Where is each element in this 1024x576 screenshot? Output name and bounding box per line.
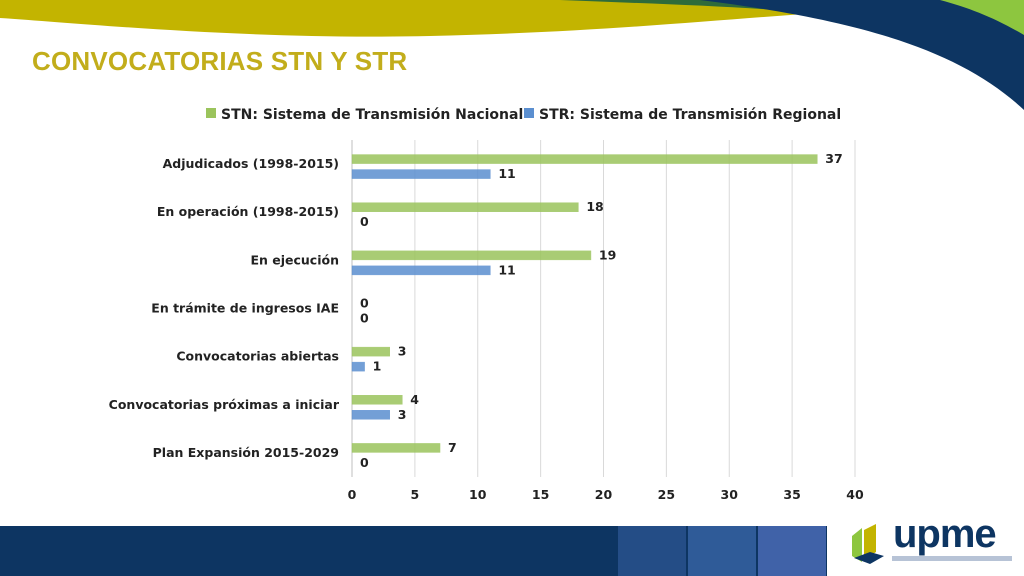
data-label-stn: 4 bbox=[410, 392, 419, 407]
logo-subtitle-line bbox=[892, 556, 1012, 561]
data-label-str: 3 bbox=[398, 407, 407, 422]
bar-str bbox=[351, 265, 491, 276]
data-label-str: 0 bbox=[360, 311, 369, 326]
bar-stn bbox=[351, 443, 441, 453]
x-tick-label: 10 bbox=[469, 487, 487, 502]
data-label-stn: 3 bbox=[398, 344, 407, 359]
bar-stn bbox=[351, 202, 579, 212]
x-tick-label: 40 bbox=[846, 487, 864, 502]
x-tick-label: 5 bbox=[411, 487, 420, 502]
header-lime-swoosh bbox=[940, 0, 1024, 35]
slide-title: CONVOCATORIAS STN Y STR bbox=[32, 46, 408, 76]
legend-swatch-stn bbox=[206, 108, 216, 118]
category-label: En operación (1998-2015) bbox=[157, 204, 339, 219]
legend-label-stn: STN: Sistema de Transmisión Nacional bbox=[221, 107, 523, 123]
data-label-stn: 19 bbox=[599, 247, 616, 262]
legend-label-str: STR: Sistema de Transmisión Regional bbox=[539, 107, 841, 123]
category-label: En ejecución bbox=[250, 252, 339, 267]
x-tick-label: 15 bbox=[532, 487, 549, 502]
data-label-str: 11 bbox=[498, 166, 515, 181]
bar-stn bbox=[351, 154, 818, 164]
data-label-str: 0 bbox=[360, 214, 369, 229]
upme-logo-text: upme bbox=[893, 512, 997, 556]
legend: STN: Sistema de Transmisión Nacional STR:… bbox=[206, 107, 841, 123]
bars bbox=[351, 154, 818, 453]
bar-str bbox=[351, 361, 365, 372]
category-label: Convocatorias abiertas bbox=[176, 349, 339, 364]
data-label-stn: 18 bbox=[586, 199, 603, 214]
category-label: Adjudicados (1998-2015) bbox=[163, 156, 339, 171]
upme-logo-icon bbox=[852, 524, 884, 564]
header-navy-swoosh bbox=[700, 0, 1024, 110]
legend-swatch-str bbox=[524, 108, 534, 118]
category-label: Plan Expansión 2015-2029 bbox=[153, 445, 339, 460]
x-tick-label: 35 bbox=[783, 487, 800, 502]
bar-stn bbox=[351, 250, 592, 261]
x-tick-label: 20 bbox=[595, 487, 613, 502]
footer-block bbox=[618, 526, 686, 576]
bar-str bbox=[351, 410, 390, 420]
footer-block bbox=[688, 526, 756, 576]
category-label: En trámite de ingresos IAE bbox=[151, 301, 339, 316]
x-tick-label: 0 bbox=[348, 487, 357, 502]
data-label-str: 0 bbox=[360, 455, 369, 470]
data-label-stn: 37 bbox=[825, 151, 842, 166]
gridlines bbox=[351, 140, 856, 477]
x-tick-label: 25 bbox=[658, 487, 675, 502]
footer-block bbox=[758, 526, 826, 576]
footer-blocks bbox=[618, 526, 828, 576]
bar-str bbox=[351, 169, 491, 179]
data-label-str: 1 bbox=[373, 359, 382, 374]
data-label-str: 11 bbox=[498, 262, 515, 277]
x-tick-label: 30 bbox=[721, 487, 739, 502]
bar-stn bbox=[351, 346, 390, 357]
data-label-stn: 0 bbox=[360, 296, 369, 311]
bar-stn bbox=[351, 395, 403, 405]
data-label-stn: 7 bbox=[448, 440, 457, 455]
category-label: Convocatorias próximas a iniciar bbox=[109, 397, 340, 412]
